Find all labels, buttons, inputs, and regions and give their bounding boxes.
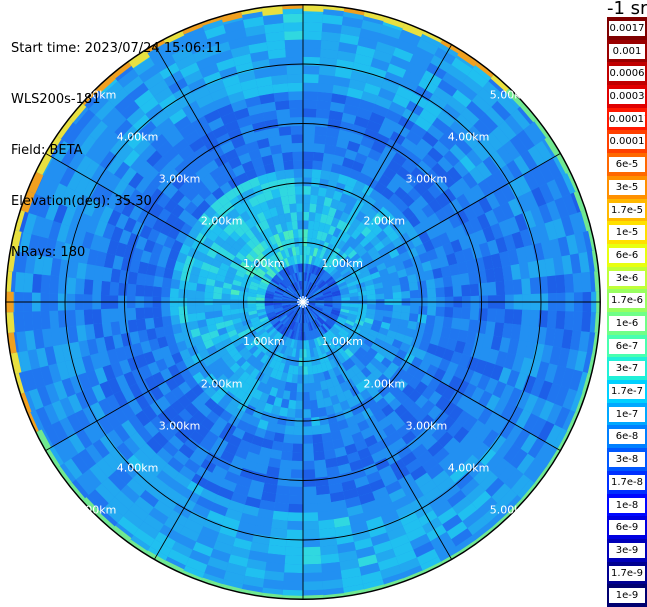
colorbar-swatch: 3e-5 (607, 175, 647, 199)
ring-label: 2.00km (364, 215, 406, 228)
ring-label: 1.00km (243, 335, 285, 348)
colorbar-swatch: 6e-8 (607, 425, 647, 449)
colorbar-tick-label: 0.0017 (609, 21, 645, 36)
ring-label: 3.00km (406, 419, 448, 432)
ring-label: 1.00km (321, 257, 363, 270)
colorbar-tick-label: 6e-9 (609, 520, 645, 536)
colorbar-tick-label: 1.7e-5 (609, 202, 645, 218)
colorbar-tick-label: 3e-5 (609, 179, 645, 195)
radial-line (302, 44, 452, 303)
colorbar-tick-label: 3e-8 (609, 452, 645, 468)
ring-label: 5.00km (75, 89, 117, 102)
colorbar-tick-label: 0.0006 (609, 66, 645, 82)
colorbar-tick-label: 3e-7 (609, 361, 645, 377)
colorbar-swatch: 1e-9 (607, 584, 647, 607)
colorbar-tick-label: 0.001 (609, 43, 645, 59)
colorbar-swatch: 6e-7 (607, 334, 647, 358)
colorbar-swatch: 6e-5 (607, 153, 647, 176)
colorbar-swatch: 1e-6 (607, 312, 647, 335)
colorbar: 0.0017 0.001 0.0006 0.0003 0.00017 0.0001 6e-5… (607, 17, 647, 607)
colorbar-tick-label: 1e-6 (609, 316, 645, 331)
ring-label: 2.00km (201, 215, 243, 228)
radial-line (154, 301, 304, 560)
colorbar-swatch: 6e-9 (607, 516, 647, 539)
ring-label: 3.00km (159, 419, 201, 432)
field-name: Field: BETA (11, 143, 83, 158)
colorbar-tick-label: 1.7e-9 (609, 565, 645, 581)
colorbar-tick-label: 1.7e-7 (609, 384, 645, 400)
colorbar-tick-label: 0.0003 (609, 89, 645, 105)
colorbar-swatch: 0.0006 (607, 62, 647, 86)
center-marker (299, 296, 304, 303)
colorbar-swatch: 3e-8 (607, 448, 647, 471)
ring-label: 3.00km (406, 173, 448, 186)
radial-line (45, 301, 304, 451)
colorbar-tick-label: 1e-9 (609, 588, 645, 604)
colorbar-tick-label: 6e-8 (609, 429, 645, 445)
colorbar-swatch: 1.7e-8 (607, 470, 647, 494)
colorbar-tick-label: 6e-6 (609, 247, 645, 263)
ring-label: 2.00km (201, 377, 243, 390)
instrument-id: WLS200s-181 (11, 92, 101, 107)
scan-info: Start time: 2023/07/24 15:06:11 WLS200s-… (11, 6, 222, 278)
nrays: NRays: 180 (11, 245, 86, 260)
colorbar-tick-label: 1e-8 (609, 497, 645, 513)
colorbar-unit: -1 sr (607, 0, 647, 19)
radial-line (302, 301, 561, 451)
radial-line (45, 153, 304, 303)
colorbar-swatch: 1e-5 (607, 221, 647, 244)
ring-label: 4.00km (448, 462, 490, 475)
radial-line (302, 301, 452, 560)
colorbar-tick-label: 1e-5 (609, 225, 645, 241)
ring-label: 2.00km (364, 377, 406, 390)
ring-label: 5.00km (75, 504, 117, 517)
radial-line (302, 153, 561, 303)
elevation: Elevation(deg): 35.30 (11, 194, 152, 209)
colorbar-tick-label: 3e-6 (609, 270, 645, 286)
colorbar-tick-label: 0.0001 (609, 134, 645, 150)
colorbar-tick-label: 1.7e-8 (609, 474, 645, 490)
beta-field (6, 5, 600, 599)
colorbar-swatch: 1.7e-5 (607, 198, 647, 222)
colorbar-swatch: 1.7e-7 (607, 380, 647, 403)
colorbar-swatch: 6e-6 (607, 243, 647, 267)
ring-label: 4.00km (448, 131, 490, 144)
colorbar-tick-label: 1.7e-6 (609, 293, 645, 309)
colorbar-swatch: 0.0003 (607, 85, 647, 108)
edge-band (6, 5, 600, 599)
colorbar-swatch: 1e-8 (607, 493, 647, 517)
colorbar-swatch: 1e-7 (607, 402, 647, 426)
ring-label: 3.00km (159, 173, 201, 186)
colorbar-swatch: 3e-9 (607, 538, 647, 562)
colorbar-tick-label: 6e-7 (609, 338, 645, 354)
colorbar-swatch: 3e-6 (607, 266, 647, 290)
ring-label: 4.00km (117, 131, 159, 144)
colorbar-tick-label: 6e-5 (609, 157, 645, 173)
colorbar-swatch: 0.0017 (607, 17, 647, 40)
colorbar-swatch: 1.7e-9 (607, 561, 647, 585)
colorbar-swatch: 0.00017 (607, 107, 647, 131)
colorbar-swatch: 0.0001 (607, 130, 647, 154)
ring-label: 5.00km (490, 89, 532, 102)
colorbar-swatch: 1.7e-6 (607, 289, 647, 312)
radial-line (154, 44, 304, 303)
ring-label: 4.00km (117, 462, 159, 475)
ring-label: 1.00km (321, 335, 363, 348)
ring-label: 1.00km (243, 257, 285, 270)
colorbar-swatch: 3e-7 (607, 357, 647, 381)
colorbar-tick-label: 1e-7 (609, 406, 645, 422)
colorbar-swatch: 0.001 (607, 39, 647, 63)
start-time: Start time: 2023/07/24 15:06:11 (11, 41, 223, 56)
colorbar-tick-label: 0.00017 (609, 111, 645, 127)
ring-label: 5.00km (490, 504, 532, 517)
colorbar-tick-label: 3e-9 (609, 542, 645, 558)
